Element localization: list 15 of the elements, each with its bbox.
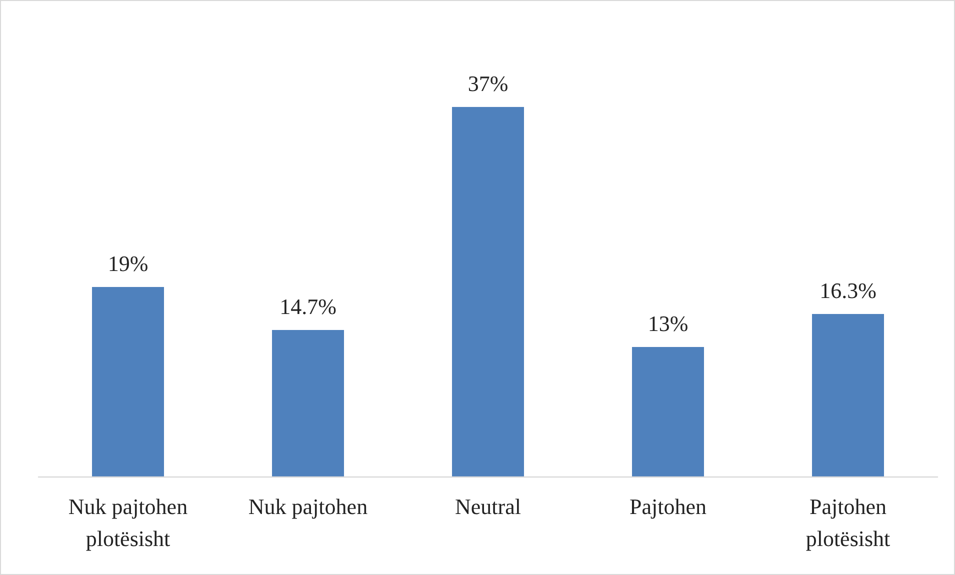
bar xyxy=(812,314,884,477)
x-tick-label: Pajtohen xyxy=(630,494,706,519)
data-label: 37% xyxy=(468,70,508,96)
data-label: 13% xyxy=(648,310,688,336)
bar xyxy=(632,346,704,477)
data-label: 16.3% xyxy=(820,278,876,303)
bar xyxy=(452,106,524,477)
x-tick-label: Neutral xyxy=(455,494,521,519)
bar xyxy=(272,330,344,477)
bar xyxy=(92,286,164,477)
data-label: 19% xyxy=(108,250,148,276)
x-tick-label: Nuk pajtohen plotësisht xyxy=(68,494,188,551)
x-tick-label: Nuk pajtohen xyxy=(248,494,368,519)
x-tick-label: Pajtohen plotësisht xyxy=(806,494,890,551)
data-label: 14.7% xyxy=(280,294,336,319)
